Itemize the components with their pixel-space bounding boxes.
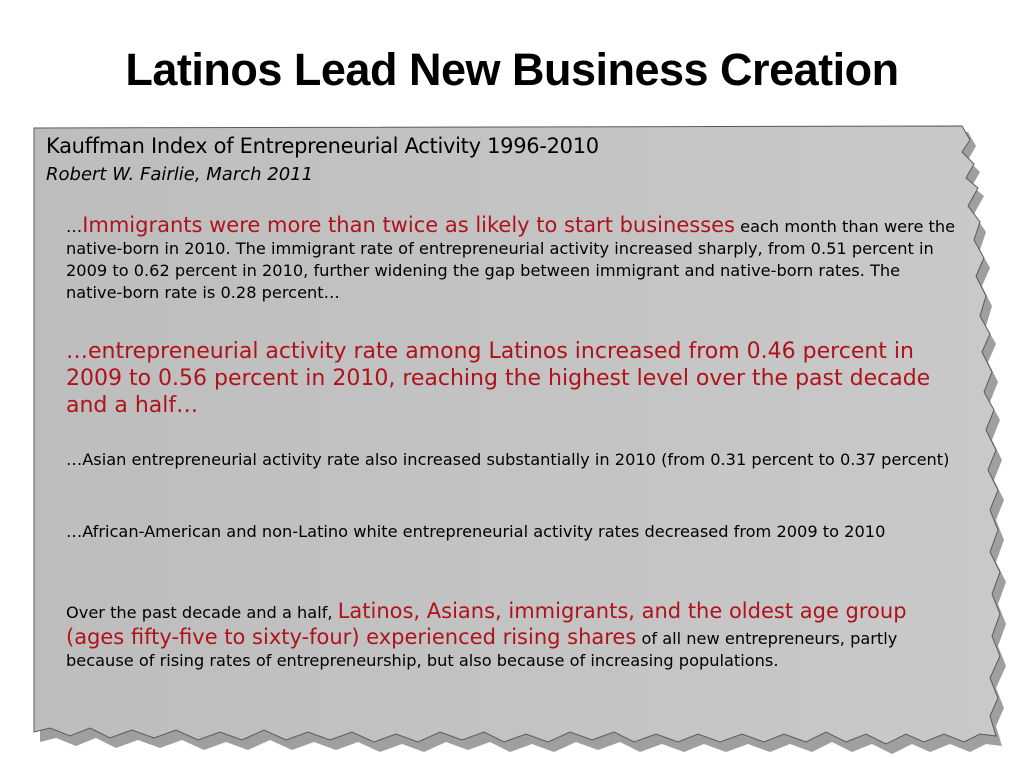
paragraph-immigrants: …Immigrants were more than twice as like… bbox=[66, 212, 961, 304]
report-author: Robert W. Fairlie, March 2011 bbox=[46, 164, 314, 185]
slide-title: Latinos Lead New Business Creation bbox=[125, 44, 899, 95]
paragraph-latinos: …entrepreneurial activity rate among Lat… bbox=[66, 338, 964, 419]
highlight-immigrants: Immigrants were more than twice as likel… bbox=[82, 213, 735, 237]
paragraph-prefix: … bbox=[66, 217, 83, 236]
paragraph-prefix: Over the past decade and a half, bbox=[66, 603, 338, 622]
paragraph-asian: …Asian entrepreneurial activity rate als… bbox=[66, 450, 950, 469]
paragraph-rest: each month than were the native-born in … bbox=[66, 217, 956, 302]
paragraph-rest: of all new entrepreneurs, partly because… bbox=[66, 629, 898, 670]
highlight-latinos: …entrepreneurial activity rate among Lat… bbox=[66, 339, 931, 418]
paragraph-african-american: …African-American and non-Latino white e… bbox=[66, 522, 886, 541]
card-content: Kauffman Index of Entrepreneurial Activi… bbox=[46, 132, 961, 670]
highlight-rising-shares: Latinos, Asians, immigrants, and the old… bbox=[66, 599, 907, 649]
card-paper bbox=[33, 125, 1001, 745]
report-heading: Kauffman Index of Entrepreneurial Activi… bbox=[46, 134, 599, 158]
paragraph-decade: Over the past decade and a half, Latinos… bbox=[66, 598, 961, 672]
